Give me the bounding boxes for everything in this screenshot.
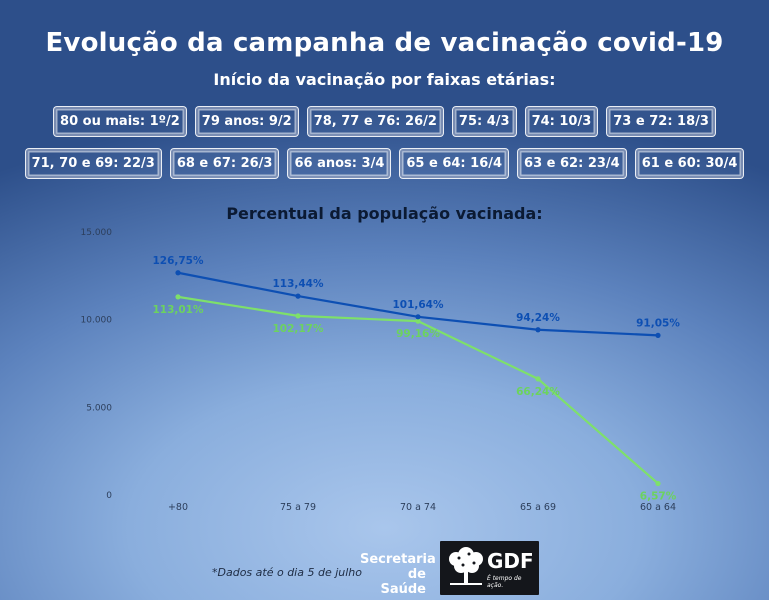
x-tick-label: 60 a 64 [640, 502, 676, 513]
data-point [295, 313, 301, 319]
data-point [535, 327, 541, 333]
y-tick-label: 5.000 [86, 403, 112, 413]
schedule-chip: 74: 10/3 [524, 106, 599, 137]
data-label: 6,57% [640, 490, 677, 502]
schedule-chip: 80 ou mais: 1º/2 [53, 106, 187, 137]
data-label: 102,17% [272, 323, 324, 335]
gdf-logo: GDF É tempo de ação. [440, 541, 539, 595]
tree-icon [449, 547, 483, 585]
data-label: 113,44% [272, 278, 324, 290]
data-label: 126,75% [152, 255, 204, 267]
data-point [175, 270, 181, 276]
y-tick-label: 15.000 [81, 228, 113, 238]
data-label: 113,01% [152, 304, 204, 316]
secretaria-line-2: de Saúde [380, 567, 426, 597]
schedule-chip: 78, 77 e 76: 26/2 [306, 106, 444, 137]
data-point [415, 318, 421, 324]
data-label: 66,24% [516, 386, 560, 398]
data-point [415, 314, 421, 320]
y-tick-label: 10.000 [81, 316, 113, 326]
schedule-row-1: 80 ou mais: 1º/2 79 anos: 9/2 78, 77 e 7… [0, 106, 769, 137]
data-point [535, 376, 541, 382]
x-tick-label: +80 [168, 502, 188, 513]
chart-title: Percentual da população vacinada: [226, 204, 543, 223]
schedule-chip: 75: 4/3 [451, 106, 517, 137]
secretaria-saude-logo: Secretaria de Saúde [360, 552, 436, 597]
series-line [177, 295, 659, 485]
schedule-chip: 61 e 60: 30/4 [634, 148, 745, 179]
gdf-tagline: É tempo de ação. [487, 575, 522, 589]
schedule-chip: 71, 70 e 69: 22/3 [24, 148, 162, 179]
schedule-row-2: 71, 70 e 69: 22/3 68 e 67: 26/3 66 anos:… [0, 148, 769, 179]
data-point [295, 293, 301, 299]
data-label: 101,64% [392, 299, 444, 311]
data-label: 94,24% [516, 312, 560, 324]
data-label: 99,16% [396, 328, 440, 340]
schedule-chip: 73 e 72: 18/3 [606, 106, 716, 137]
x-tick-label: 65 a 69 [520, 502, 556, 513]
data-label: 91,05% [636, 317, 680, 329]
gdf-logo-text: GDF [487, 549, 534, 573]
footnote: *Dados até o dia 5 de julho [212, 566, 362, 579]
secretaria-line-1: Secretaria [360, 552, 436, 567]
y-tick-label: 0 [106, 491, 112, 501]
schedule-chip: 68 e 67: 26/3 [169, 148, 280, 179]
schedule-chip: 79 anos: 9/2 [194, 106, 299, 137]
page-title: Evolução da campanha de vacinação covid-… [45, 28, 724, 58]
schedule-chip: 63 e 62: 23/4 [517, 148, 627, 179]
data-point [175, 294, 181, 300]
data-point [655, 480, 661, 487]
schedule-subtitle: Início da vacinação por faixas etárias: [213, 70, 556, 89]
data-point [655, 332, 661, 338]
schedule-chip: 65 e 64: 16/4 [399, 148, 510, 179]
schedule-chip: 66 anos: 3/4 [287, 148, 392, 179]
x-tick-label: 75 a 79 [280, 502, 316, 513]
x-tick-label: 70 a 74 [400, 502, 436, 513]
